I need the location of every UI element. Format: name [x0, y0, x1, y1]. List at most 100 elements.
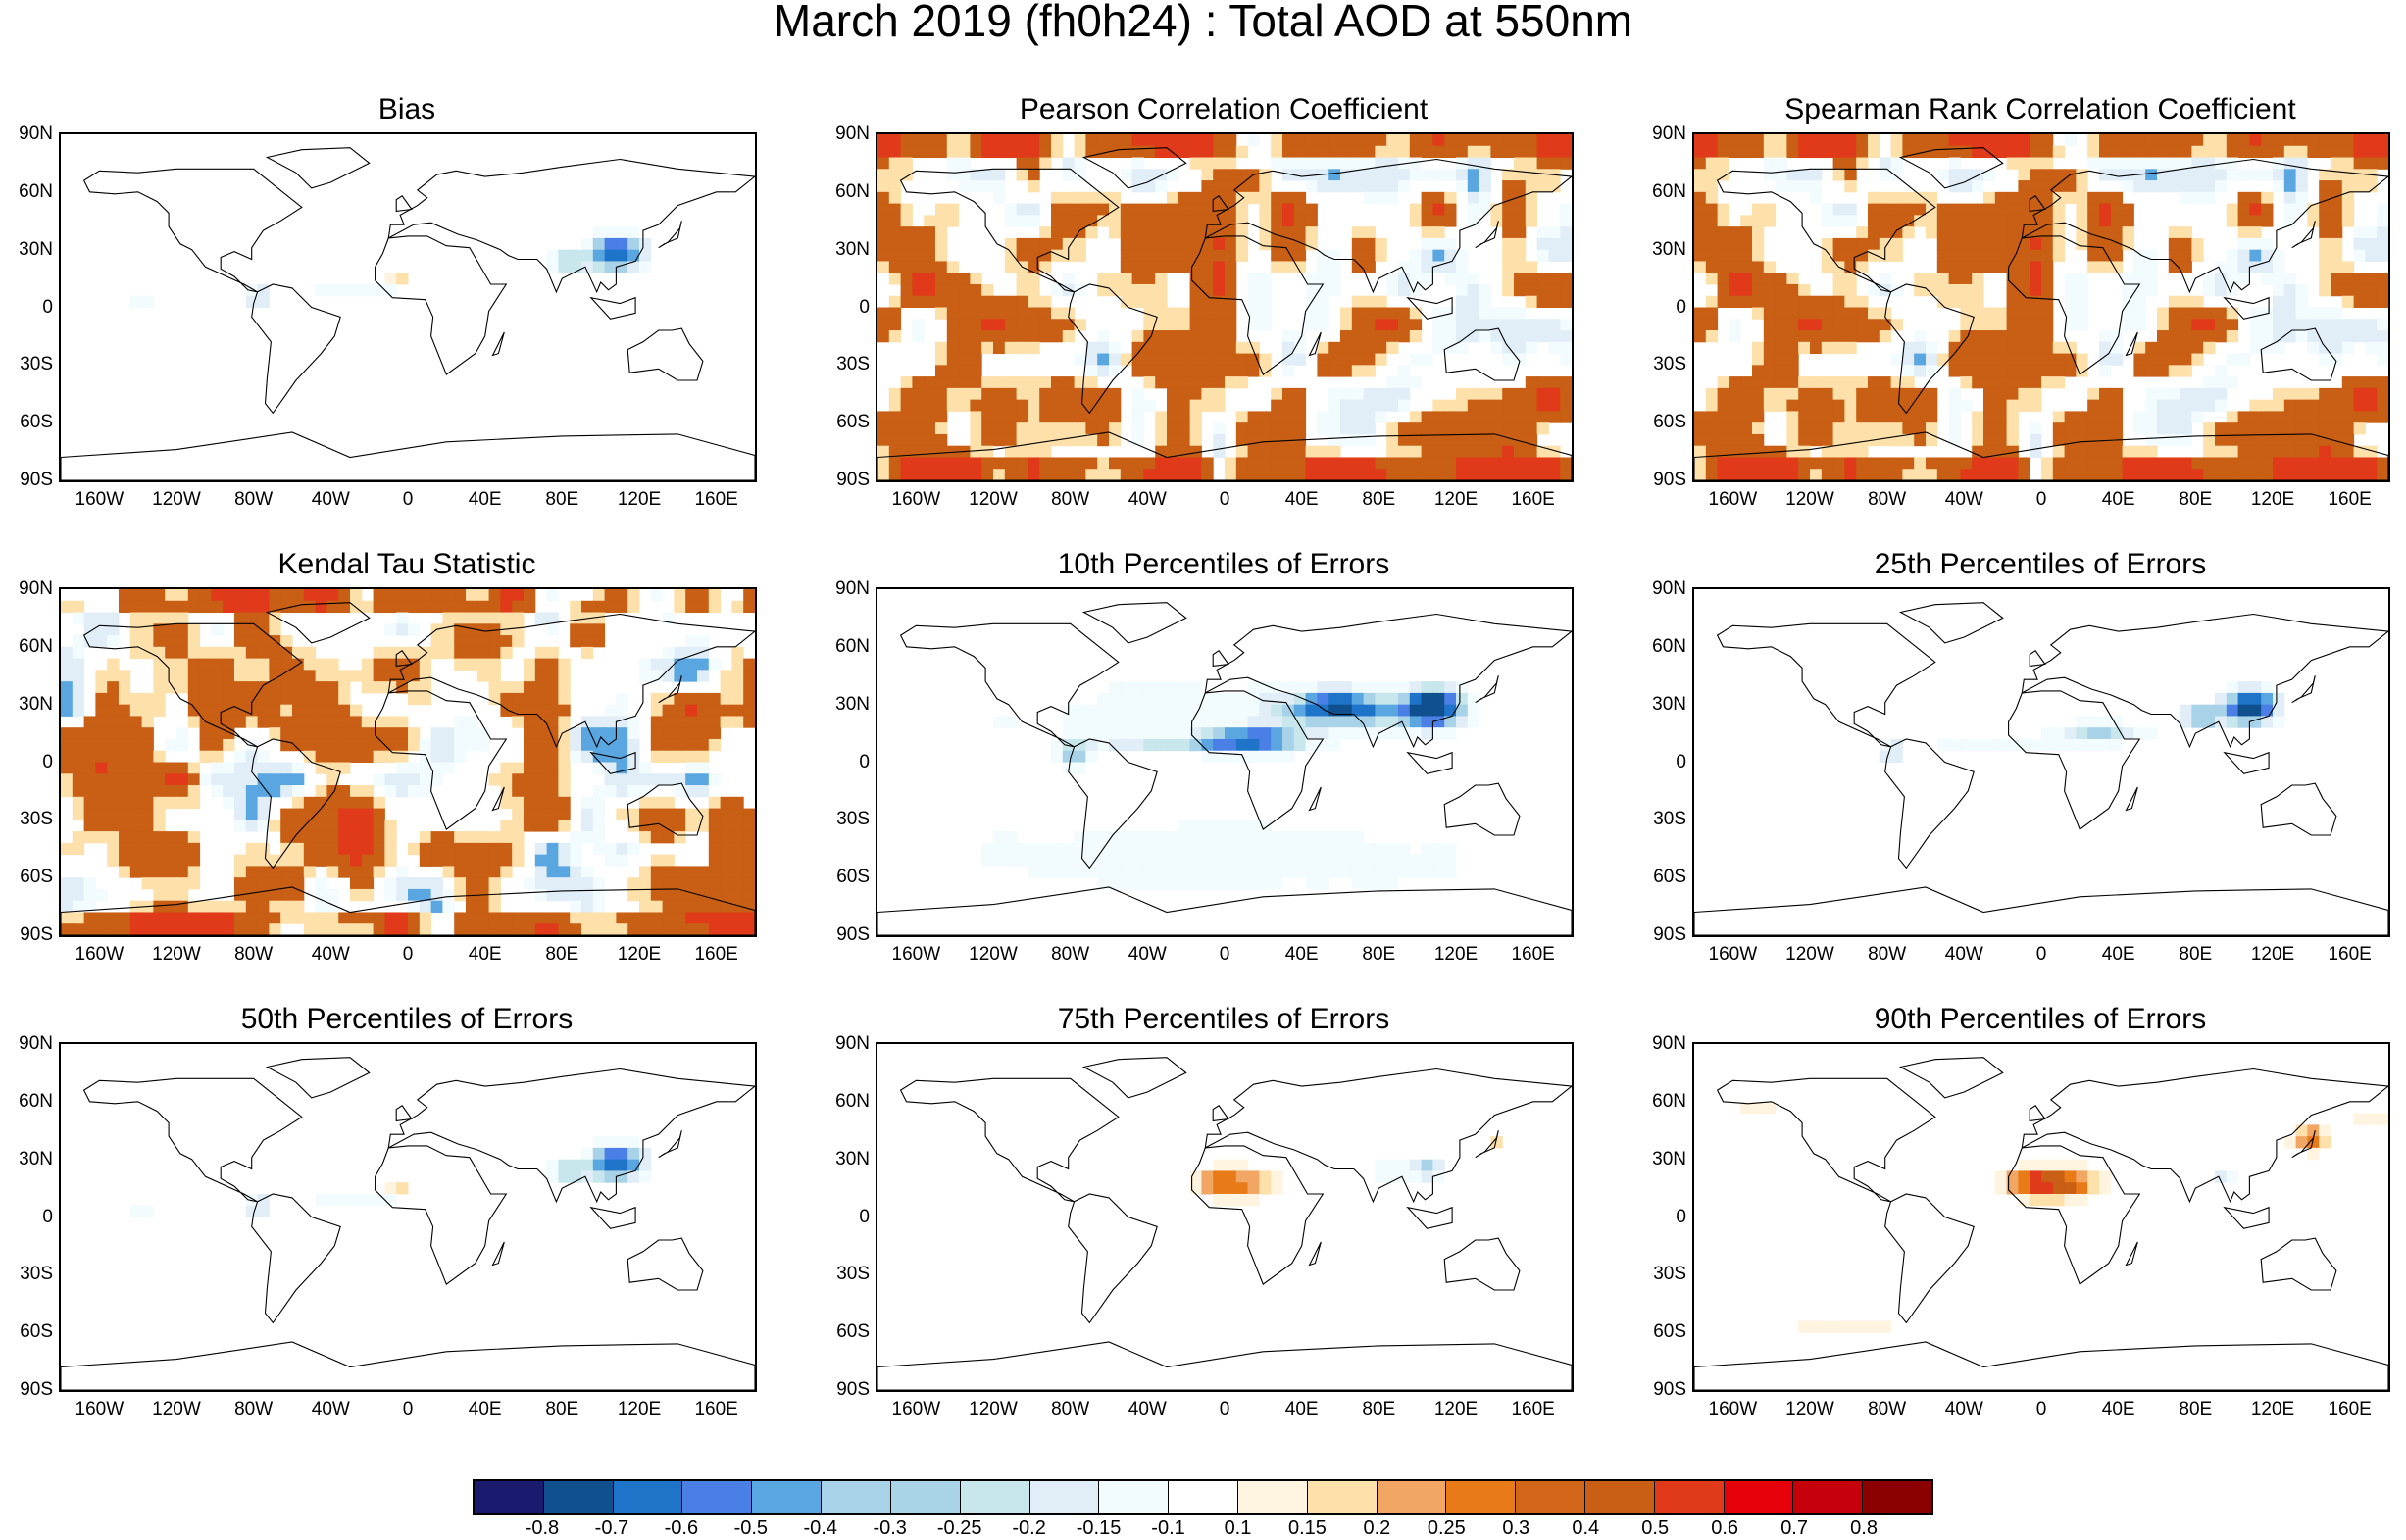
field-cell [1844, 261, 1857, 273]
field-cell [1972, 469, 1984, 480]
field-cell [454, 831, 467, 844]
field-cell [1235, 145, 1249, 159]
field-cell [1456, 457, 1469, 470]
field-cell [1560, 353, 1572, 366]
longitude-label: 40W [1944, 1399, 1983, 1419]
field-cell [245, 773, 259, 786]
field-cell [958, 353, 971, 366]
field-cell [476, 900, 490, 913]
longitude-label: 80E [545, 489, 579, 510]
field-cell [1983, 191, 1996, 205]
field-cell [1062, 273, 1076, 285]
field-cell [1398, 457, 1411, 470]
field-cell [1340, 341, 1353, 355]
field-cell [466, 646, 478, 660]
field-cell [1051, 738, 1064, 752]
field-cell [1386, 376, 1399, 389]
field-cell [2110, 191, 2124, 205]
field-cell [1432, 191, 1445, 205]
field-cell [1247, 191, 1260, 205]
field-cell [1525, 215, 1538, 227]
coastline [1204, 158, 1572, 294]
field-cell [1810, 330, 1823, 343]
field-cell [1844, 319, 1857, 331]
longitude-label: 160E [1511, 489, 1555, 510]
field-cell [1856, 307, 1869, 320]
field-cell [326, 589, 339, 602]
field-cell [1235, 704, 1249, 717]
field-cell [1282, 738, 1295, 752]
coastline [658, 675, 682, 704]
field-cell [1143, 692, 1156, 706]
field-cell [2353, 319, 2366, 331]
field-cell [2203, 457, 2216, 470]
field-cell [912, 445, 925, 458]
field-cell [1120, 457, 1133, 470]
field-cell [1351, 866, 1365, 878]
field-cell [326, 716, 339, 728]
field-cell [2180, 145, 2192, 159]
field-cell [1235, 716, 1249, 728]
field-cell [396, 600, 409, 614]
field-cell [1004, 341, 1018, 355]
field-cell [1235, 411, 1249, 423]
field-cell [257, 900, 270, 913]
field-cell [2249, 341, 2262, 355]
field-cell [119, 600, 131, 614]
field-cell [1525, 295, 1538, 308]
field-cell [419, 762, 432, 774]
field-cell [1155, 738, 1168, 752]
field-cell [1271, 422, 1283, 435]
field-cell [2133, 283, 2146, 297]
field-cell [292, 900, 305, 913]
field-cell [1705, 157, 1719, 170]
field-cell [592, 808, 606, 820]
field-cell [1409, 445, 1423, 458]
field-cell [1879, 191, 1892, 205]
field-cell [524, 738, 536, 752]
longitude-label: 40W [311, 489, 350, 510]
field-cell [1259, 191, 1272, 205]
field-cell [2145, 283, 2158, 297]
field-cell [1914, 469, 1927, 480]
field-cell [627, 589, 640, 602]
field-cell [720, 854, 732, 867]
field-cell [534, 681, 548, 694]
coastline [627, 327, 704, 381]
field-cell [153, 773, 166, 786]
field-cell [153, 612, 166, 624]
field-cell [442, 888, 455, 902]
field-cell [1235, 433, 1249, 447]
field-cell [245, 600, 259, 614]
field-cell [2295, 1124, 2308, 1137]
field-cell [1983, 319, 1996, 331]
latitude-label: 60S [836, 867, 870, 888]
field-cell [2237, 681, 2250, 694]
field-cell [1490, 445, 1503, 458]
field-cell [512, 762, 525, 774]
field-cell [1398, 169, 1411, 181]
field-cell [2341, 203, 2355, 216]
field-cell [1351, 716, 1365, 728]
field-cell [1167, 387, 1179, 401]
field-cell [1016, 330, 1028, 343]
field-cell [1456, 180, 1469, 193]
field-cell [2052, 457, 2066, 470]
field-cell [1560, 134, 1572, 147]
field-cell [970, 376, 982, 389]
field-cell [199, 658, 212, 671]
field-cell [1167, 203, 1179, 216]
field-cell [1752, 307, 1765, 320]
field-cell [2377, 283, 2388, 297]
field-cell [2307, 319, 2320, 331]
field-cell [1051, 191, 1064, 205]
field-cell [1340, 330, 1353, 343]
field-cell [627, 1136, 640, 1149]
field-cell [2099, 157, 2112, 170]
field-cell [373, 750, 385, 763]
field-cell [616, 249, 628, 262]
field-cell [708, 912, 722, 924]
field-cell [1235, 1182, 1249, 1195]
field-cell [1340, 854, 1353, 867]
field-cell [1143, 249, 1156, 262]
